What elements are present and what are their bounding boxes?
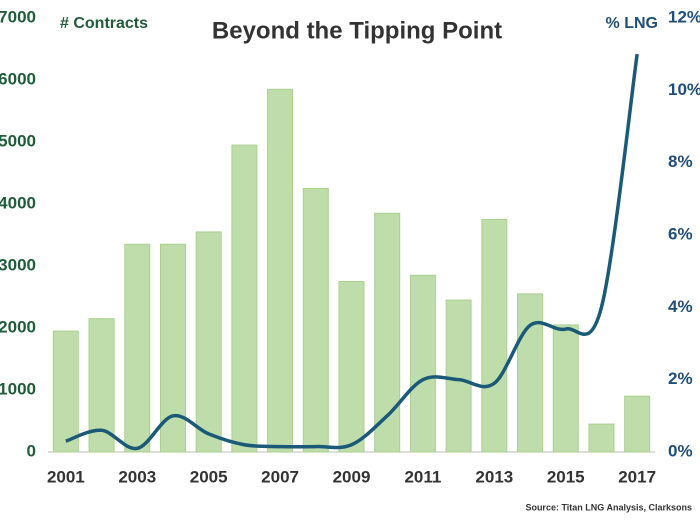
y2-axis-title: % LNG: [606, 15, 658, 32]
y2-tick-label: 8%: [668, 152, 693, 171]
y-tick-label: 2000: [0, 317, 36, 336]
y2-tick-label: 10%: [668, 80, 700, 99]
y-tick-label: 6000: [0, 69, 36, 88]
bar: [409, 274, 436, 453]
line-series: [65, 53, 639, 451]
y-tick-label: 7000: [0, 7, 36, 26]
y2-tick-label: 6%: [668, 224, 693, 243]
bar: [517, 293, 544, 453]
bar: [302, 188, 329, 453]
chart-title: Beyond the Tipping Point: [212, 17, 502, 44]
y2-tick-label: 0%: [668, 441, 693, 460]
y2-tick-label: 4%: [668, 297, 693, 316]
bar: [124, 243, 151, 453]
bar: [338, 281, 365, 453]
bar: [231, 144, 258, 453]
x-tick-label: 2011: [404, 467, 441, 486]
x-tick-label: 2013: [475, 467, 513, 486]
x-tick-label: 2001: [47, 467, 85, 486]
source-note: Source: Titan LNG Analysis, Clarksons: [525, 502, 692, 512]
bar: [481, 219, 508, 453]
bar: [52, 330, 79, 453]
y2-tick-label: 12%: [668, 7, 700, 26]
x-tick-label: 2005: [190, 467, 228, 486]
y-tick-label: 5000: [0, 131, 36, 150]
x-tick-label: 2007: [261, 467, 299, 486]
bar: [445, 299, 472, 453]
bar: [267, 88, 294, 453]
y-tick-label: 4000: [0, 193, 36, 212]
bar: [588, 423, 615, 453]
y-tick-label: 3000: [0, 255, 36, 274]
bar: [624, 395, 651, 453]
x-tick-label: 2017: [618, 467, 656, 486]
y-axis-title: # Contracts: [60, 15, 148, 32]
y-tick-label: 1000: [0, 379, 36, 398]
x-tick-label: 2015: [547, 467, 585, 486]
bar: [552, 324, 579, 453]
bar: [374, 212, 401, 453]
y-tick-label: 0: [27, 441, 36, 460]
x-tick-label: 2003: [118, 467, 156, 486]
y2-tick-label: 2%: [668, 369, 693, 388]
bar: [195, 231, 222, 453]
x-tick-label: 2009: [333, 467, 371, 486]
